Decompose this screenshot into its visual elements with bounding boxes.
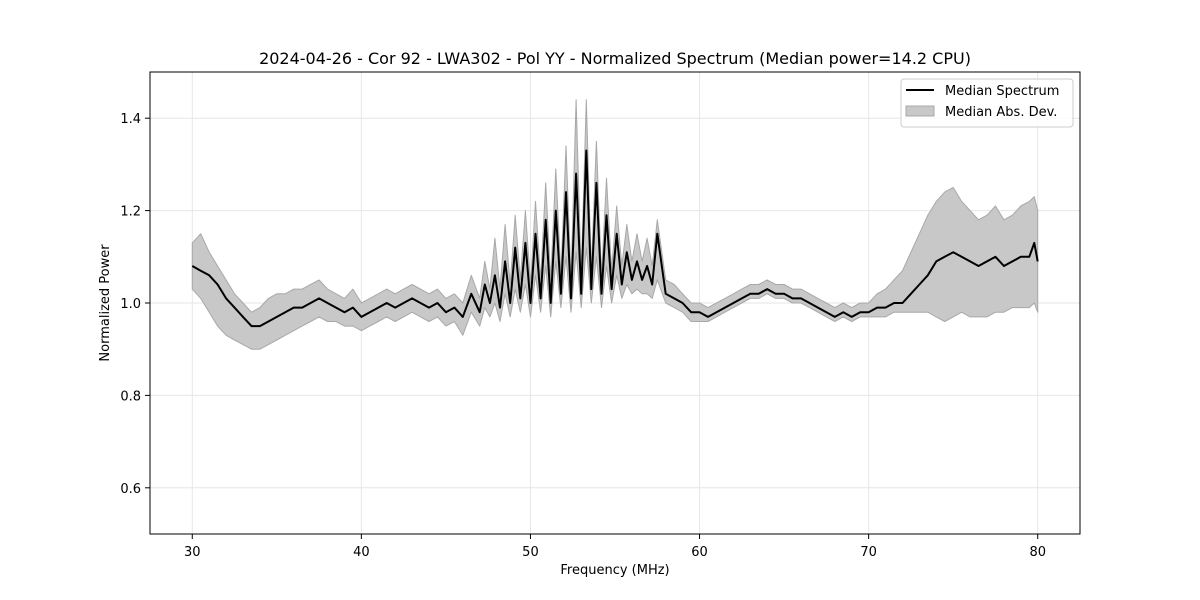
legend: Median Spectrum Median Abs. Dev. xyxy=(900,78,1074,128)
mad-band xyxy=(191,99,1039,350)
x-tick-label: 40 xyxy=(353,545,370,560)
chart-title: 2024-04-26 - Cor 92 - LWA302 - Pol YY - … xyxy=(259,49,971,68)
median-spectrum-line xyxy=(191,149,1039,328)
x-axis-ticks: 30 40 50 60 70 80 xyxy=(184,534,1046,560)
legend-box xyxy=(900,78,1074,128)
x-tick-label: 50 xyxy=(522,545,539,560)
x-tick-label: 80 xyxy=(1029,545,1046,560)
y-axis-title: Normalized Power xyxy=(98,244,113,362)
y-tick-label: 0.8 xyxy=(120,389,141,404)
legend-band-swatch xyxy=(905,105,935,117)
legend-label-median-spectrum: Median Spectrum xyxy=(945,84,1059,99)
x-axis-title: Frequency (MHz) xyxy=(560,563,669,578)
x-tick-label: 60 xyxy=(691,545,708,560)
y-tick-label: 0.6 xyxy=(120,482,141,497)
x-tick-label: 30 xyxy=(184,545,201,560)
y-tick-label: 1.0 xyxy=(120,297,141,312)
y-tick-label: 1.2 xyxy=(120,205,141,220)
y-tick-label: 1.4 xyxy=(120,112,141,127)
mad-band-layer xyxy=(191,99,1039,350)
legend-label-median-abs-dev: Median Abs. Dev. xyxy=(945,105,1057,120)
y-axis-ticks: 0.6 0.8 1.0 1.2 1.4 xyxy=(120,112,150,497)
x-tick-label: 70 xyxy=(860,545,877,560)
median-line-layer xyxy=(191,149,1039,328)
